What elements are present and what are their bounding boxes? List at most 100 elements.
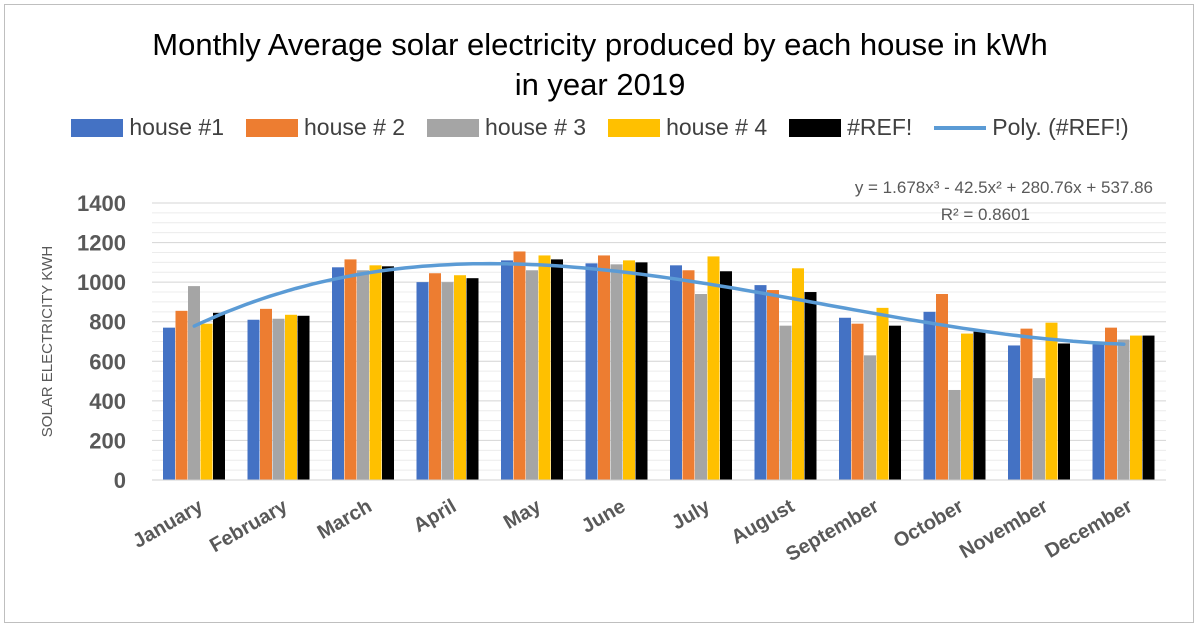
legend-label: house # 4 bbox=[666, 114, 768, 140]
y-tick-label: 1200 bbox=[77, 231, 126, 256]
legend-line-swatch bbox=[934, 125, 987, 130]
bar-house-3-february bbox=[272, 318, 285, 480]
bar-house-2-september bbox=[851, 323, 864, 480]
bar-house-3-august bbox=[779, 325, 792, 480]
x-tick-label: April bbox=[410, 495, 460, 537]
bar-house-1-july bbox=[670, 265, 682, 480]
bar-ref-july bbox=[720, 271, 732, 480]
bar-house-1-may bbox=[501, 260, 513, 480]
chart-title: Monthly Average solar electricity produc… bbox=[152, 27, 1048, 62]
bar-house-4-june bbox=[623, 260, 635, 480]
legend-item-house-4[interactable]: house # 4 bbox=[608, 114, 767, 141]
bar-house-2-december bbox=[1105, 327, 1117, 480]
bar-house-4-march bbox=[369, 265, 382, 480]
bar-ref-april bbox=[466, 278, 479, 480]
y-axis-title: SOLAR ELECTRICITY KWH bbox=[39, 246, 56, 437]
bar-house-4-december bbox=[1130, 335, 1142, 480]
bar-house-1-november bbox=[1008, 345, 1020, 480]
x-tick-label: December bbox=[1041, 495, 1136, 563]
bar-house-2-july bbox=[682, 270, 695, 480]
legend-label: house # 3 bbox=[485, 114, 587, 140]
bar-ref-january bbox=[213, 312, 225, 480]
bar-house-2-january bbox=[175, 310, 188, 480]
legend-label: house #1 bbox=[129, 114, 225, 140]
legend-label: #REF! bbox=[847, 114, 913, 140]
x-tick-label: February bbox=[206, 495, 292, 557]
bar-house-2-november bbox=[1020, 328, 1033, 480]
legend-swatch bbox=[246, 118, 299, 137]
bar-ref-february bbox=[297, 315, 310, 480]
bar-house-3-september bbox=[864, 355, 876, 480]
bar-house-1-august bbox=[754, 285, 767, 480]
bar-ref-november bbox=[1058, 343, 1070, 480]
bar-ref-march bbox=[382, 266, 394, 480]
bar-house-4-august bbox=[792, 268, 804, 480]
x-tick-label: November bbox=[956, 495, 1052, 563]
bar-ref-june bbox=[635, 262, 648, 480]
bar-house-4-november bbox=[1045, 322, 1058, 480]
bar-house-2-april bbox=[429, 273, 441, 480]
bar-house-2-february bbox=[260, 308, 272, 480]
bar-house-4-october bbox=[961, 333, 973, 480]
legend-swatch bbox=[789, 118, 842, 137]
x-tick-label: January bbox=[129, 495, 207, 553]
legend-label: Poly. (#REF!) bbox=[992, 114, 1129, 140]
bar-ref-may bbox=[551, 259, 563, 480]
bar-house-3-june bbox=[610, 264, 623, 480]
bar-house-3-may bbox=[526, 270, 538, 480]
bar-house-1-january bbox=[163, 327, 175, 480]
legend-swatch bbox=[608, 118, 661, 137]
trendline-equation: y = 1.678x³ - 42.5x² + 280.76x + 537.86 bbox=[854, 178, 1153, 197]
bar-house-1-september bbox=[839, 317, 851, 480]
trendline-r-squared: R² = 0.8601 bbox=[940, 205, 1030, 224]
bar-house-3-october bbox=[948, 389, 961, 480]
bar-house-3-december bbox=[1117, 339, 1130, 480]
bar-house-1-october bbox=[923, 311, 936, 480]
y-tick-label: 0 bbox=[114, 468, 126, 493]
x-tick-label: September bbox=[782, 495, 883, 566]
bar-house-4-february bbox=[285, 314, 297, 480]
x-tick-label: July bbox=[668, 495, 714, 535]
bar-house-4-september bbox=[876, 307, 889, 480]
y-tick-label: 200 bbox=[89, 428, 126, 453]
legend-item-ref[interactable]: #REF! bbox=[789, 114, 912, 141]
trendline-curve bbox=[192, 261, 1126, 346]
bar-house-4-may bbox=[538, 255, 551, 480]
y-tick-label: 1000 bbox=[77, 270, 126, 295]
y-tick-label: 400 bbox=[89, 389, 126, 414]
bar-house-3-january bbox=[188, 286, 200, 480]
bar-house-1-february bbox=[247, 319, 260, 480]
legend-swatch bbox=[71, 118, 124, 137]
x-tick-label: August bbox=[728, 495, 799, 549]
y-tick-label: 1400 bbox=[77, 191, 126, 216]
legend-item-poly-trend[interactable]: Poly. (#REF!) bbox=[934, 114, 1129, 141]
bar-house-2-august bbox=[767, 290, 779, 480]
bar-ref-august bbox=[804, 292, 817, 480]
x-tick-label: May bbox=[500, 495, 545, 534]
bar-house-2-may bbox=[513, 251, 526, 480]
bar-house-3-march bbox=[357, 270, 369, 480]
bar-house-4-january bbox=[200, 323, 213, 480]
bar-house-2-june bbox=[598, 255, 610, 480]
bar-house-3-july bbox=[695, 294, 707, 480]
x-tick-label: June bbox=[578, 495, 629, 537]
bar-house-2-march bbox=[344, 259, 357, 480]
bar-house-1-june bbox=[585, 263, 598, 480]
legend-swatch bbox=[427, 118, 480, 137]
chart-legend: house #1 house # 2 house # 3 house # 4 #… bbox=[0, 114, 1200, 141]
bar-house-1-december bbox=[1092, 344, 1105, 480]
x-tick-label: March bbox=[314, 495, 376, 544]
legend-item-house-1[interactable]: house #1 bbox=[71, 114, 224, 141]
legend-item-house-2[interactable]: house # 2 bbox=[246, 114, 405, 141]
bar-house-4-july bbox=[707, 256, 720, 480]
bar-house-1-march bbox=[332, 267, 344, 480]
chart-subtitle: in year 2019 bbox=[514, 67, 686, 102]
y-tick-label: 800 bbox=[89, 310, 126, 335]
bar-house-1-april bbox=[416, 282, 429, 480]
bar-house-3-november bbox=[1033, 378, 1045, 480]
legend-label: house # 2 bbox=[304, 114, 406, 140]
legend-item-house-3[interactable]: house # 3 bbox=[427, 114, 586, 141]
bar-ref-september bbox=[889, 325, 901, 480]
bar-house-3-april bbox=[441, 282, 454, 480]
